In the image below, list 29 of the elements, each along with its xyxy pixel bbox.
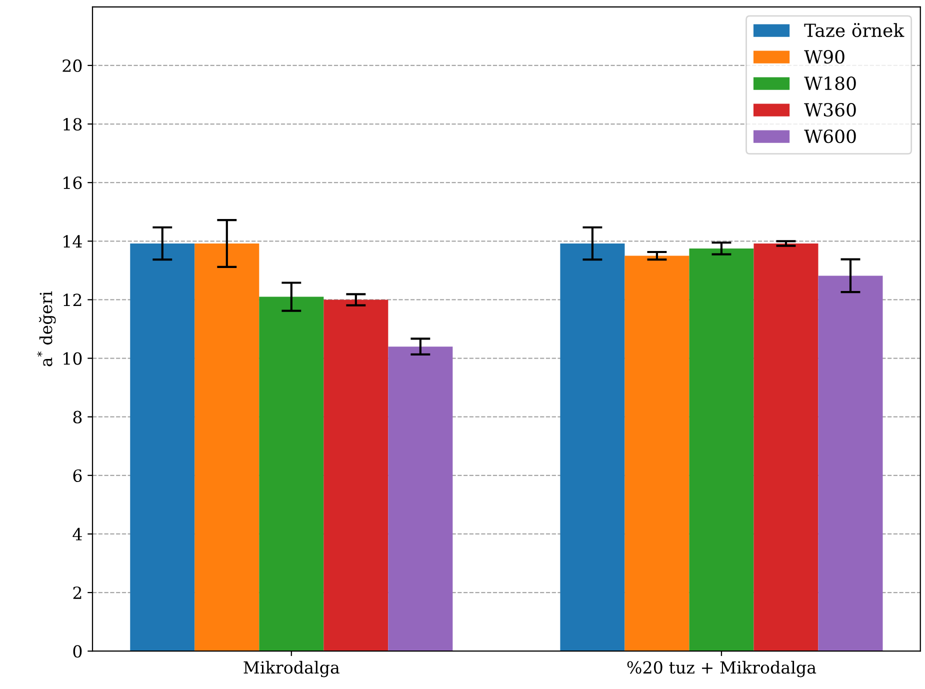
y-tick-label: 2 bbox=[73, 586, 82, 599]
y-tick-label: 10 bbox=[64, 352, 82, 365]
y-tick-label: 14 bbox=[64, 235, 82, 248]
legend-label: Taze örnek bbox=[804, 23, 904, 38]
bar bbox=[259, 296, 324, 652]
bar bbox=[194, 243, 260, 652]
legend-label: W90 bbox=[804, 50, 844, 64]
bar bbox=[754, 243, 818, 652]
y-tick-label: 8 bbox=[73, 410, 82, 424]
x-tick-label: %20 tuz + Mikrodalga bbox=[627, 660, 816, 678]
legend-label: W600 bbox=[804, 129, 856, 144]
bar bbox=[130, 243, 195, 652]
y-tick-label: 18 bbox=[64, 118, 82, 131]
bar bbox=[624, 256, 690, 652]
y-tick-label: 16 bbox=[64, 176, 82, 190]
legend-label: W180 bbox=[804, 76, 856, 90]
y-tick-label: 6 bbox=[73, 469, 82, 482]
y-tick-label: 0 bbox=[73, 645, 82, 658]
y-tick-label: 20 bbox=[62, 59, 82, 72]
bar bbox=[388, 346, 453, 652]
bar bbox=[818, 276, 883, 652]
legend-label: W360 bbox=[804, 102, 856, 117]
bar bbox=[689, 248, 754, 652]
y-tick-label: 4 bbox=[72, 528, 82, 540]
bar bbox=[560, 243, 625, 652]
x-tick-label: Mikrodalga bbox=[244, 660, 340, 678]
y-tick-label: 12 bbox=[64, 294, 82, 306]
y-axis-title: a$^{*}$ değeri bbox=[37, 291, 56, 366]
bar bbox=[324, 300, 388, 652]
